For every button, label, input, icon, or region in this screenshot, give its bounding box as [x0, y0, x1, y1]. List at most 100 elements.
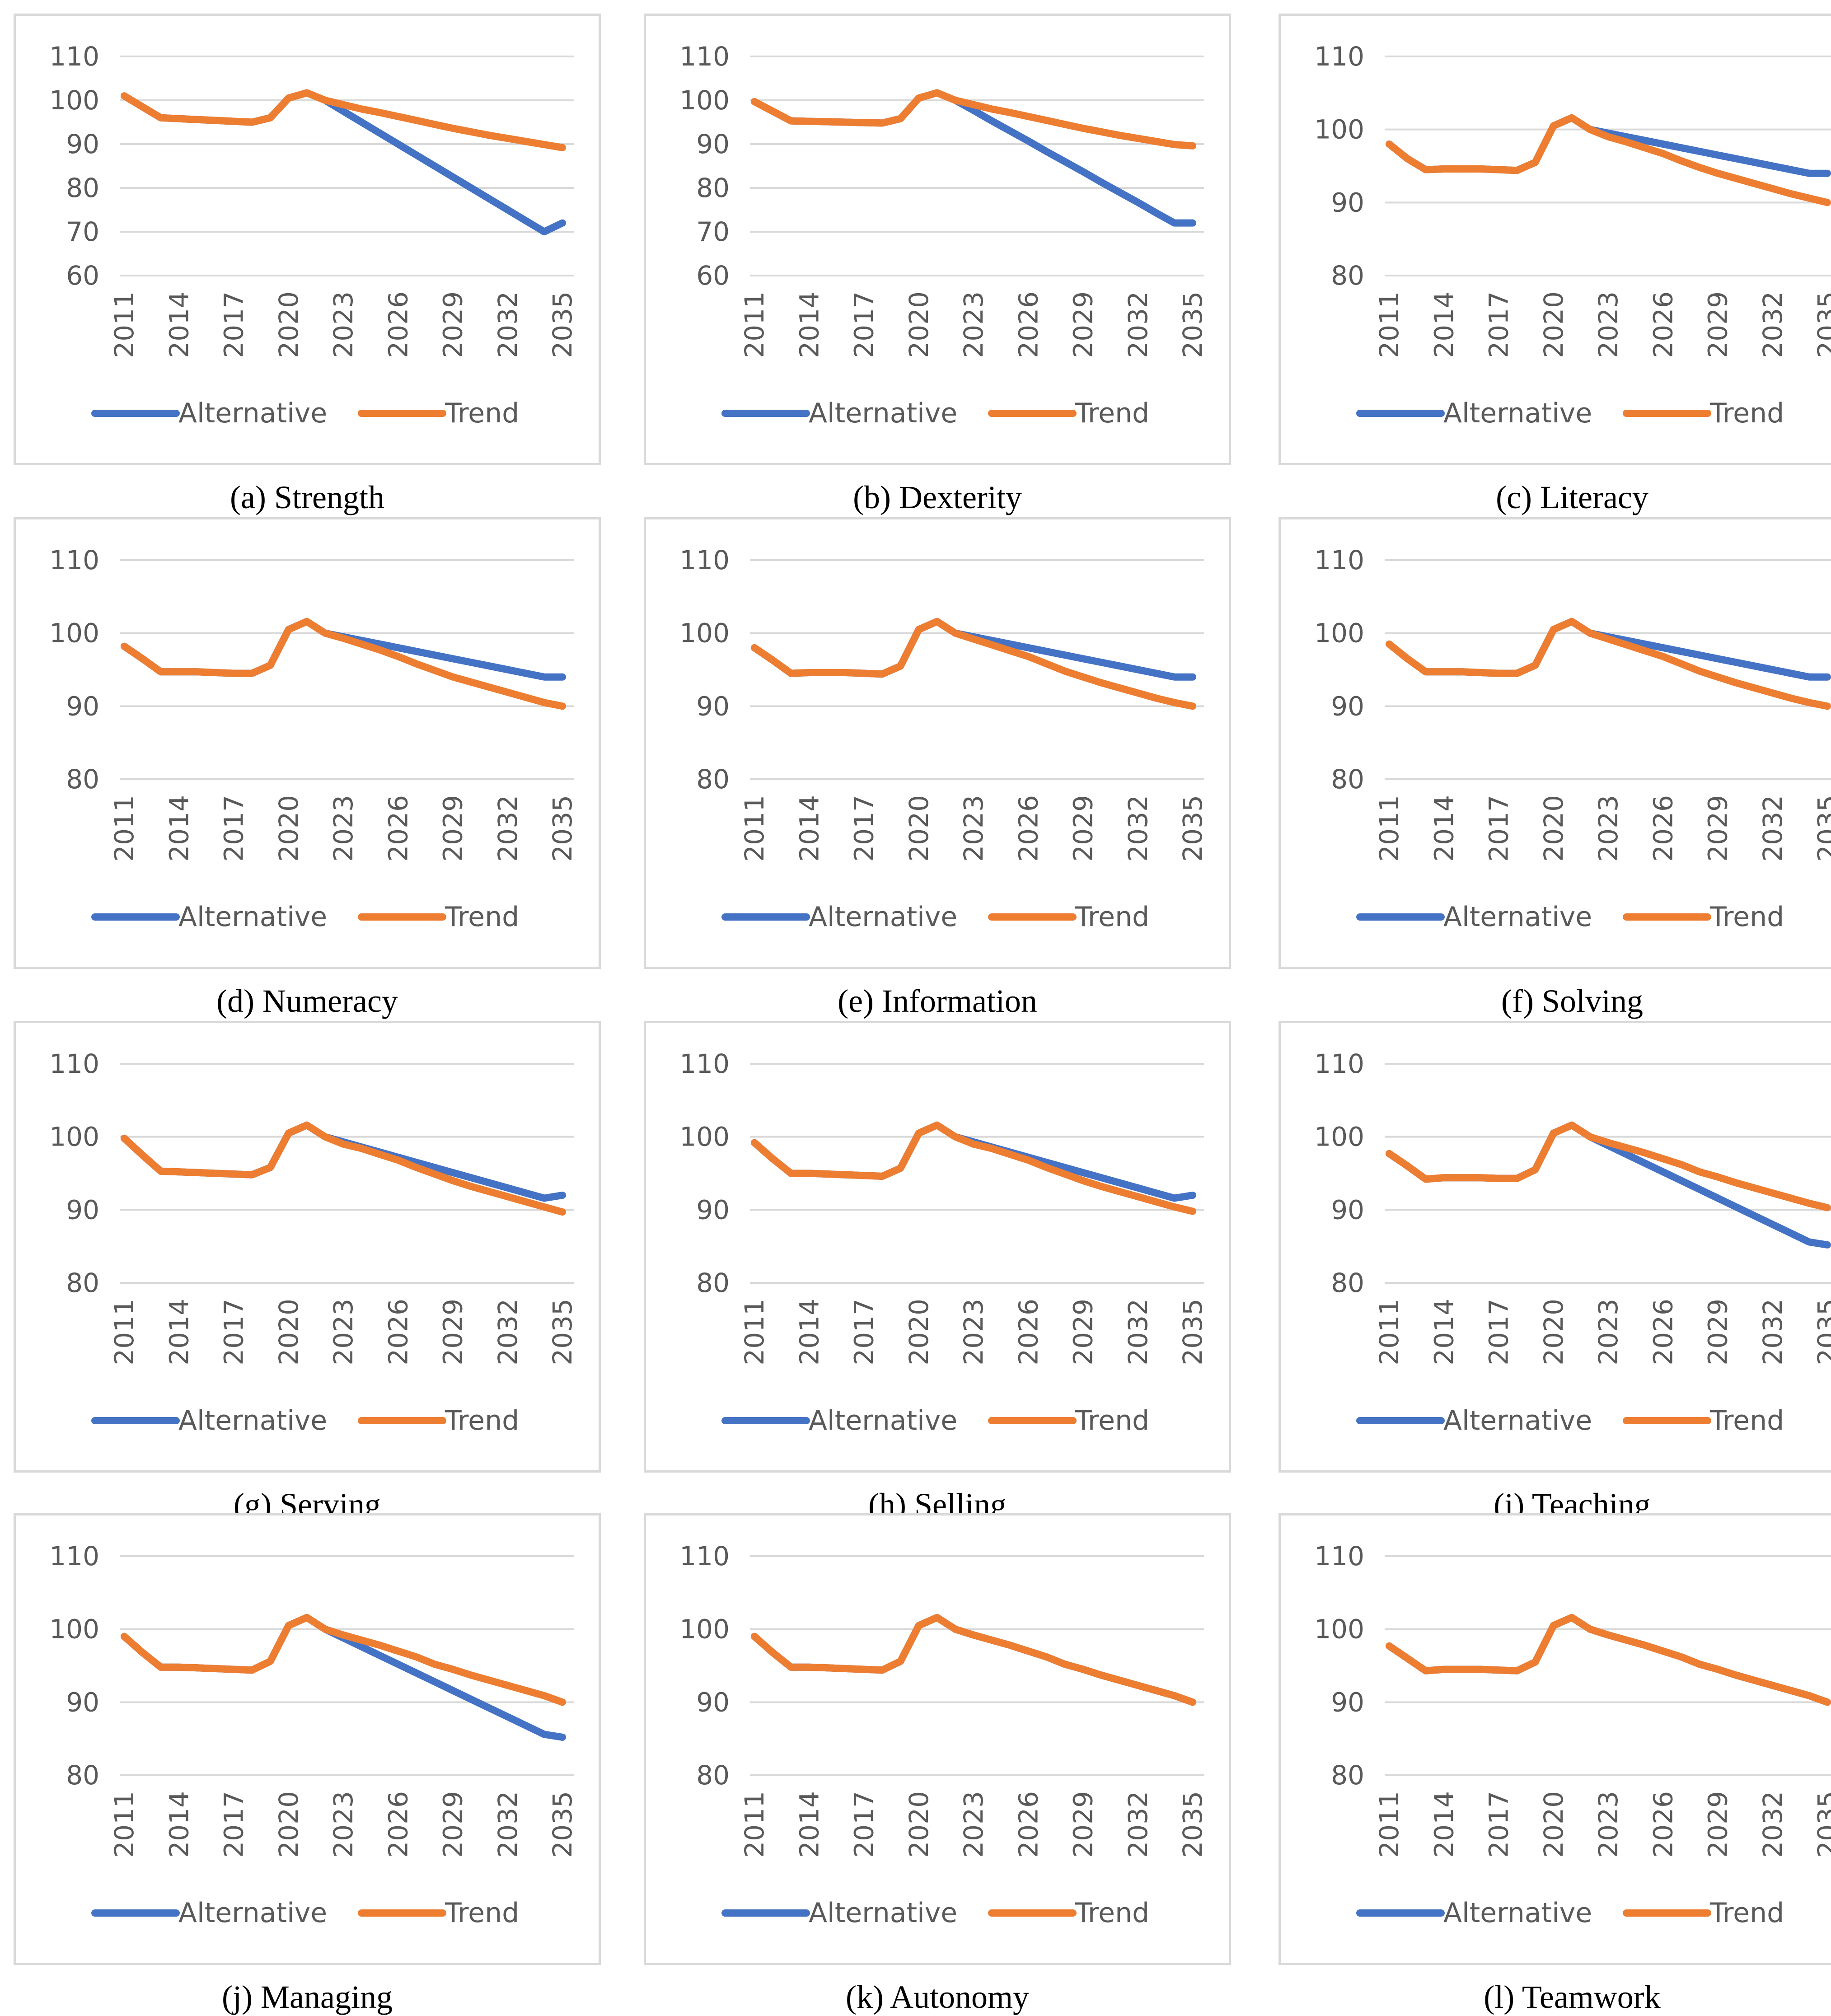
x-tick-label: 2017 — [219, 795, 249, 862]
panel-caption: (a) Strength — [230, 479, 384, 515]
x-tick-label: 2029 — [1068, 795, 1099, 862]
x-tick-label: 2020 — [1538, 1299, 1569, 1366]
x-tick-label: 2020 — [904, 291, 934, 358]
panel-j: 80 90 100 110 2011 2014 2017 2020 2023 2026 2029 20… — [14, 1513, 601, 2015]
x-tick-label: 2011 — [739, 291, 770, 358]
y-tick-label: 100 — [49, 85, 99, 116]
panel-c: 80 90 100 110 2011 2014 2017 2020 2023 2026 2029 20… — [1278, 14, 1831, 515]
y-tick-label: 90 — [66, 691, 99, 721]
x-tick-label: 2035 — [547, 1299, 578, 1366]
x-tick-label: 2026 — [1648, 1299, 1678, 1366]
panel-h: 80 90 100 110 2011 2014 2017 2020 2023 2026 2029 20… — [644, 1021, 1231, 1523]
x-tick-label: 2035 — [1177, 291, 1208, 358]
panel-caption: (e) Information — [838, 983, 1037, 1019]
x-tick-label: 2035 — [1812, 795, 1831, 862]
x-tick-label: 2017 — [849, 1299, 880, 1366]
x-tick-label: 2026 — [1013, 291, 1044, 358]
chart-frame — [644, 1513, 1231, 1965]
y-tick-label: 100 — [679, 1614, 730, 1645]
x-tick-label: 2014 — [164, 795, 194, 862]
y-tick-label: 110 — [679, 545, 730, 575]
y-tick-label: 100 — [49, 1122, 99, 1152]
x-tick-label: 2023 — [328, 291, 359, 358]
y-tick-label: 90 — [696, 129, 730, 159]
line-chart: 80 90 100 110 2011 2014 2017 2020 2023 2026 2029 20… — [679, 545, 1208, 933]
series-line-alternative — [121, 89, 566, 235]
series-line-trend — [1386, 1614, 1831, 1706]
x-tick-label: 2035 — [1177, 1791, 1208, 1858]
legend-label-trend: Trend — [445, 901, 519, 933]
panel-e: 80 90 100 110 2011 2014 2017 2020 2023 2026 2029 20… — [644, 517, 1231, 1019]
y-tick-label: 80 — [696, 1760, 730, 1791]
y-tick-label: 100 — [679, 618, 730, 649]
line-chart: 60 70 80 90 100 110 2011 2014 2017 2020 2023 2026 20… — [49, 41, 578, 429]
series-line-trend — [751, 617, 1196, 710]
y-tick-label: 90 — [66, 129, 99, 159]
legend-label-trend: Trend — [1075, 398, 1149, 429]
x-tick-label: 2011 — [109, 1299, 140, 1366]
legend-label-trend: Trend — [1709, 398, 1784, 429]
legend-label-alternative: Alternative — [1443, 1405, 1592, 1436]
legend-label-alternative: Alternative — [1443, 398, 1592, 429]
y-tick-label: 100 — [49, 618, 99, 649]
panel-b: 60 70 80 90 100 110 2011 2014 2017 2020 2023 2026 20… — [644, 14, 1231, 515]
x-tick-label: 2011 — [739, 1299, 770, 1366]
x-tick-label: 2014 — [1428, 1791, 1459, 1858]
x-tick-label: 2029 — [1703, 291, 1733, 358]
x-tick-label: 2017 — [219, 1299, 249, 1366]
line-chart: 80 90 100 110 2011 2014 2017 2020 2023 2026 2029 20… — [679, 1541, 1208, 1929]
series-line-trend — [751, 1614, 1196, 1706]
y-tick-label: 100 — [679, 1122, 730, 1152]
x-tick-label: 2023 — [958, 291, 989, 358]
y-tick-label: 110 — [1314, 41, 1364, 72]
x-tick-label: 2032 — [1123, 795, 1153, 862]
chart-frame — [14, 14, 601, 465]
y-tick-label: 90 — [1331, 187, 1364, 218]
legend-label-alternative: Alternative — [809, 1405, 957, 1436]
series-line-alternative — [751, 89, 1196, 227]
x-tick-label: 2014 — [164, 1791, 194, 1858]
line-chart: 80 90 100 110 2011 2014 2017 2020 2023 2026 2029 20… — [1314, 1541, 1831, 1929]
x-tick-label: 2017 — [849, 1791, 880, 1858]
y-tick-label: 100 — [679, 85, 730, 116]
legend-label-trend: Trend — [1075, 901, 1149, 933]
y-tick-label: 110 — [679, 1541, 730, 1572]
series-line-trend — [751, 89, 1196, 150]
y-tick-label: 100 — [1314, 1122, 1364, 1152]
x-tick-label: 2032 — [492, 1791, 523, 1858]
panel-l: 80 90 100 110 2011 2014 2017 2020 2023 2026 2029 20… — [1278, 1513, 1831, 2015]
x-tick-label: 2035 — [1812, 291, 1831, 358]
chart-frame — [644, 517, 1231, 969]
x-tick-label: 2032 — [492, 291, 523, 358]
line-chart: 80 90 100 110 2011 2014 2017 2020 2023 2026 2029 20… — [679, 1048, 1208, 1436]
x-tick-label: 2026 — [1648, 291, 1678, 358]
series-line-trend — [121, 1614, 566, 1706]
x-tick-label: 2029 — [1068, 291, 1099, 358]
x-tick-label: 2026 — [1013, 1299, 1044, 1366]
y-tick-label: 90 — [696, 691, 730, 721]
y-tick-label: 100 — [49, 1614, 99, 1645]
y-tick-label: 100 — [1314, 114, 1364, 145]
x-tick-label: 2026 — [383, 795, 413, 862]
y-tick-label: 90 — [66, 1194, 99, 1225]
x-tick-label: 2023 — [328, 1299, 359, 1366]
x-tick-label: 2026 — [1648, 1791, 1678, 1858]
y-tick-label: 80 — [1331, 1760, 1364, 1791]
line-chart: 80 90 100 110 2011 2014 2017 2020 2023 2026 2029 20… — [1314, 1048, 1831, 1436]
x-tick-label: 2029 — [1068, 1791, 1099, 1858]
x-tick-label: 2014 — [164, 291, 194, 358]
y-tick-label: 80 — [66, 173, 99, 203]
chart-frame — [1278, 517, 1831, 969]
x-tick-label: 2014 — [1428, 795, 1459, 862]
legend-label-trend: Trend — [1709, 1897, 1784, 1929]
panel-a: 60 70 80 90 100 110 2011 2014 2017 2020 2023 2026 20… — [14, 14, 601, 515]
x-tick-label: 2032 — [492, 1299, 523, 1366]
y-tick-label: 90 — [66, 1687, 99, 1717]
line-chart: 80 90 100 110 2011 2014 2017 2020 2023 2026 2029 20… — [1314, 41, 1831, 429]
legend-label-trend: Trend — [445, 398, 519, 429]
panel-d: 80 90 100 110 2011 2014 2017 2020 2023 2026 2029 20… — [14, 517, 601, 1019]
series-line-trend — [1386, 1121, 1831, 1211]
x-tick-label: 2011 — [1374, 1299, 1405, 1366]
legend-label-trend: Trend — [445, 1897, 519, 1929]
legend-label-alternative: Alternative — [1443, 1897, 1592, 1929]
